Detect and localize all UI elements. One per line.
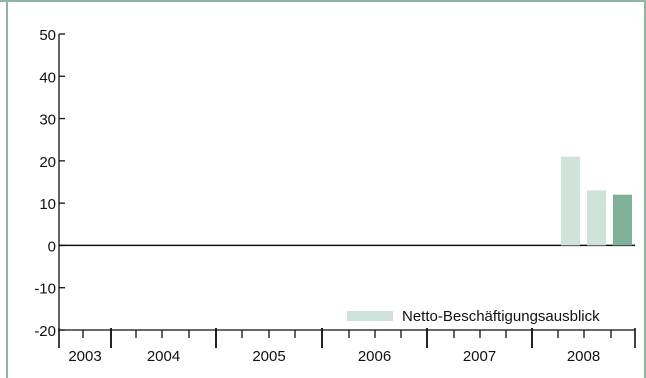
bar-series (561, 156, 632, 246)
y-tick-label: 20 (39, 154, 56, 171)
y-tick-label: -20 (34, 323, 56, 340)
legend-swatch (347, 311, 393, 321)
y-axis: 50 40 30 20 10 0 -10 -20 (34, 27, 65, 340)
y-tick-label: 40 (39, 69, 56, 86)
y-tick-label: 30 (39, 112, 56, 129)
y-tick-label: 0 (48, 238, 56, 255)
y-tick-label: 50 (39, 27, 56, 44)
x-year-label: 2007 (463, 348, 496, 365)
x-year-label: 2004 (147, 348, 180, 365)
x-year-label: 2003 (68, 348, 101, 365)
y-tick-label: 10 (39, 196, 56, 213)
x-year-label: 2005 (252, 348, 285, 365)
x-axis: 2003 2004 2005 2006 2007 2008 (58, 328, 636, 365)
bar-2008-q3 (613, 194, 632, 246)
legend: Netto-Beschäftigungsausblick (347, 308, 600, 325)
y-tick-label: -10 (34, 281, 56, 298)
x-year-label: 2008 (567, 348, 600, 365)
x-year-label: 2006 (358, 348, 391, 365)
legend-label: Netto-Beschäftigungsausblick (402, 308, 600, 325)
bar-2008-q2 (587, 190, 606, 246)
bar-2008-q1 (561, 156, 580, 246)
